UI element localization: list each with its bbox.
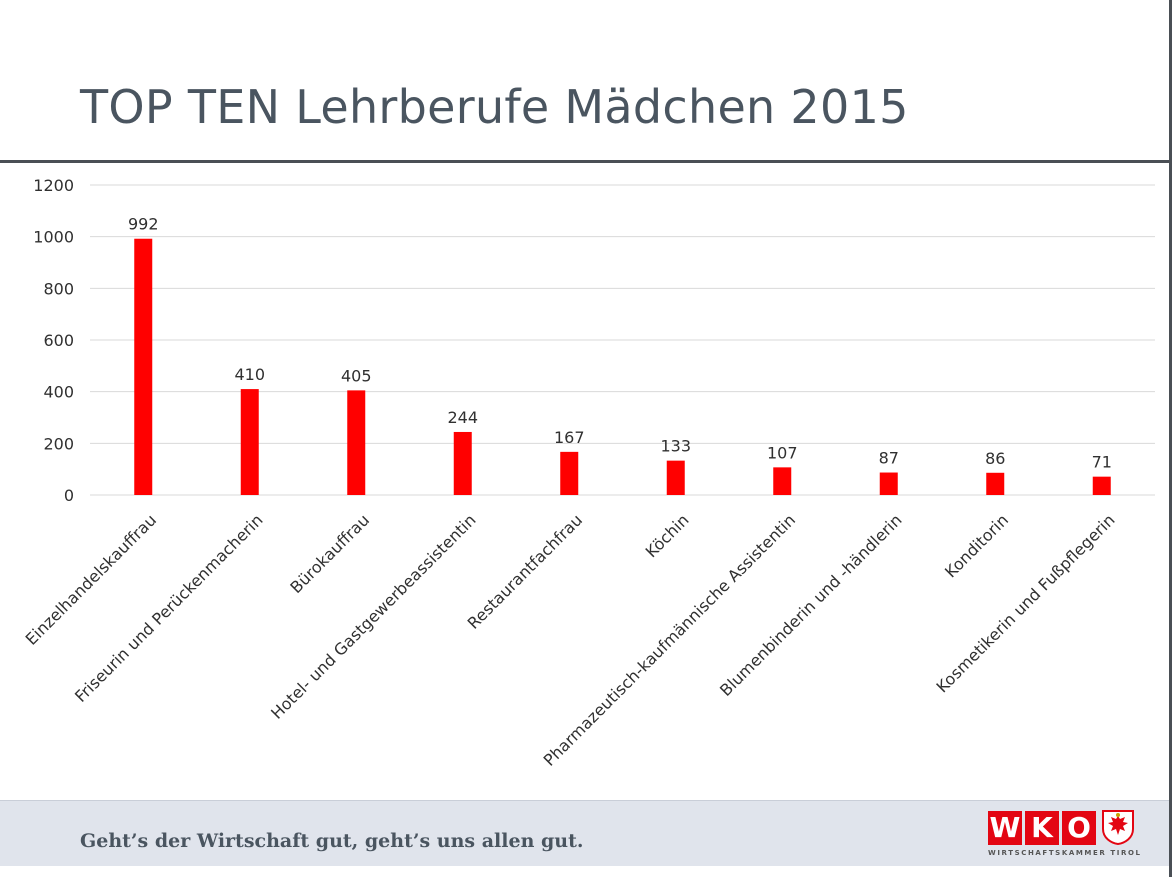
footer-tagline: Geht’s der Wirtschaft gut, geht’s uns al… [80, 830, 584, 852]
x-tick-label: Köchin [642, 510, 693, 561]
bar [134, 238, 153, 495]
x-tick-label: Kosmetikerin und Fußpflegerin [933, 510, 1119, 696]
bar [773, 467, 792, 495]
logo-subtitle: WIRTSCHAFTSKAMMER TIROL [988, 849, 1142, 857]
data-label: 86 [985, 449, 1005, 468]
footer-band: Geht’s der Wirtschaft gut, geht’s uns al… [0, 800, 1172, 866]
x-tick-label: Blumenbinderin und -händlerin [716, 510, 906, 700]
logo-letter-k: K [1025, 811, 1059, 845]
slide-title: TOP TEN Lehrberufe Mädchen 2015 [80, 80, 909, 134]
x-tick-label: Pharmazeutisch-kaufmännische Assistentin [540, 510, 799, 769]
bottom-strip [0, 866, 1172, 877]
data-label: 167 [554, 428, 585, 447]
data-labels: 992 410 405 244 167 133 107 87 86 71 [128, 215, 1112, 472]
bar [1092, 476, 1111, 495]
x-tick-label: Friseurin und Perückenmacherin [71, 510, 267, 706]
logo-letter-w: W [988, 811, 1022, 845]
data-label: 244 [447, 408, 478, 427]
gridlines [90, 184, 1155, 496]
bar [347, 390, 366, 495]
bar [879, 472, 898, 495]
wko-logo: W K O WIRTSCHAFTSKAMMER TIROL [988, 809, 1140, 861]
y-tick-label: 600 [43, 331, 74, 350]
x-tick-label: Hotel- und Gastgewerbeassistentin [267, 510, 479, 722]
data-label: 87 [879, 449, 899, 468]
tyrolean-eagle-crest-icon [1102, 810, 1134, 845]
y-tick-label: 400 [43, 383, 74, 402]
data-label: 107 [767, 443, 798, 462]
y-tick-label: 1200 [33, 176, 74, 195]
data-label: 410 [234, 365, 265, 384]
data-label: 992 [128, 215, 159, 234]
x-tick-label: Bürokauffrau [286, 510, 373, 597]
bar [453, 431, 472, 495]
bar [560, 451, 579, 495]
y-axis-ticks: 0 200 400 600 800 1000 1200 [33, 176, 74, 505]
bars [134, 238, 1111, 495]
y-tick-label: 0 [64, 486, 74, 505]
data-label: 133 [660, 437, 691, 456]
slide-right-border [1169, 0, 1172, 877]
data-label: 71 [1092, 453, 1112, 472]
bar [240, 389, 259, 495]
x-tick-label: Konditorin [941, 510, 1012, 581]
y-tick-label: 1000 [33, 228, 74, 247]
bar-chart: 0 200 400 600 800 1000 1200 992 410 405 244 167 133… [22, 176, 1155, 770]
logo-letter-o: O [1062, 811, 1096, 845]
y-tick-label: 200 [43, 434, 74, 453]
x-tick-label: Restaurantfachfrau [464, 510, 586, 632]
data-label: 405 [341, 366, 372, 385]
title-divider [0, 160, 1172, 163]
y-tick-label: 800 [43, 279, 74, 298]
logo-letters: W K O [988, 811, 1096, 845]
bar [986, 472, 1005, 495]
bar [666, 460, 685, 495]
